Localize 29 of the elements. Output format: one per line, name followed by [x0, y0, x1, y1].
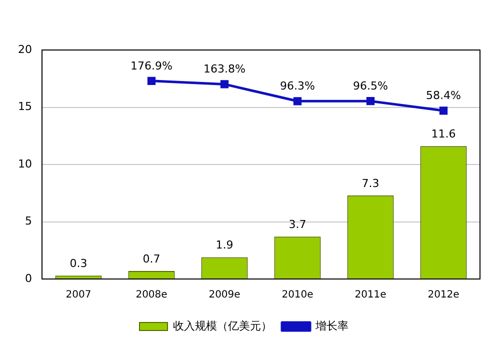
y-tick-label: 20: [18, 42, 32, 56]
data-label: 3.7: [288, 218, 306, 231]
data-label: 176.9%: [130, 59, 172, 72]
point: [293, 97, 302, 106]
point: [147, 76, 156, 85]
x-tick-label: 2011e: [354, 290, 386, 301]
data-label: 163.8%: [204, 62, 246, 76]
point: [366, 97, 375, 106]
point: [220, 80, 229, 88]
x-tick-label: 2012e: [428, 290, 460, 301]
data-label: 0.7: [142, 252, 160, 266]
x-tick-label: 2010e: [282, 290, 314, 301]
legend-label: 增长率: [314, 319, 348, 332]
y-tick-label: 5: [24, 214, 32, 228]
data-label: 96.3%: [280, 80, 315, 93]
data-label: 96.5%: [353, 79, 388, 92]
legend-label: 收入规模（亿美元）: [173, 319, 272, 332]
y-tick-label: 10: [18, 157, 32, 170]
data-label: 1.9: [216, 238, 234, 252]
data-label: 7.3: [362, 176, 380, 190]
point: [439, 106, 448, 115]
data-label: 11.6: [431, 128, 456, 141]
x-tick-label: 2009e: [208, 290, 240, 301]
data-label: 58.4%: [426, 89, 461, 102]
y-tick-label: 15: [18, 100, 32, 114]
x-tick-label: 2007: [66, 290, 92, 301]
y-tick-label: 0: [24, 272, 32, 285]
x-tick-label: 2008e: [136, 290, 168, 301]
data-label: 0.3: [70, 256, 88, 270]
